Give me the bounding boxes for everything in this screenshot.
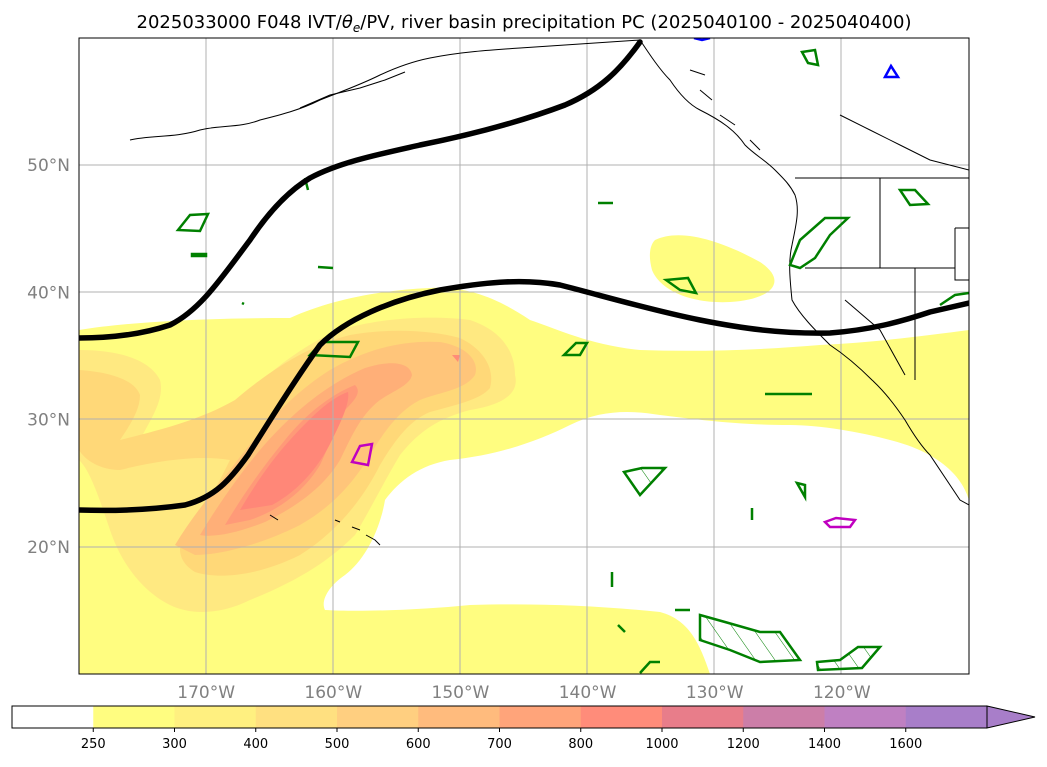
contour-north — [79, 39, 643, 341]
lat-label: 20°N — [27, 538, 70, 558]
colorbar-tick-label: 1000 — [645, 737, 678, 752]
chart-title: 2025033000 F048 IVT/θe/PV, river basin p… — [137, 12, 912, 35]
colorbar-segment — [337, 706, 419, 728]
colorbar-segment — [255, 706, 338, 728]
colorbar-extend-arrow — [986, 705, 1036, 729]
colorbar-tick-label: 400 — [243, 737, 268, 752]
lon-label: 130°W — [686, 683, 744, 703]
ivt-contour-800 — [240, 392, 349, 510]
ivt-field — [79, 235, 969, 674]
colorbar-tick-label: 500 — [325, 737, 350, 752]
colorbar-tick-label: 250 — [81, 737, 106, 752]
precip-pc-contours — [175, 48, 969, 674]
lon-label: 170°W — [177, 683, 235, 703]
colorbar-segment — [743, 706, 825, 728]
map-frame — [78, 37, 970, 675]
colorbar-segment — [905, 706, 988, 728]
colorbar-segment — [662, 706, 744, 728]
colorbar-tick-label: 1400 — [808, 737, 841, 752]
coastlines — [129, 39, 969, 546]
colorbar-segment — [12, 706, 94, 728]
lat-label: 50°N — [27, 156, 70, 176]
colorbar-tick-label: 600 — [406, 737, 431, 752]
colorbar-segment — [174, 706, 257, 728]
lon-label: 160°W — [304, 683, 362, 703]
map-panel — [79, 38, 969, 674]
colorbar-tick-label: 300 — [162, 737, 187, 752]
lat-label: 40°N — [27, 283, 70, 303]
lon-label: 120°W — [813, 683, 871, 703]
lon-label: 150°W — [432, 683, 490, 703]
colorbar-segment — [580, 706, 663, 728]
colorbar-tick-label: 800 — [568, 737, 593, 752]
ivt-contour-250-north — [649, 235, 775, 303]
colorbar-tick-label: 1600 — [889, 737, 922, 752]
lat-label: 30°N — [27, 411, 70, 431]
magenta-contours — [350, 442, 858, 529]
colorbar-segment — [499, 706, 582, 728]
gridlines — [79, 38, 969, 674]
colorbar-segment — [824, 706, 907, 728]
black-contours — [79, 39, 969, 514]
colorbar-tick-label: 1200 — [727, 737, 760, 752]
colorbar-segment — [93, 706, 175, 728]
longitude-labels: 170°W 160°W 150°W 140°W 130°W 120°W — [177, 683, 871, 703]
latitude-labels: 50°N 40°N 30°N 20°N — [27, 156, 70, 558]
lon-label: 140°W — [559, 683, 617, 703]
ivt-contour-1000 — [452, 355, 460, 362]
colorbar-tick-label: 700 — [487, 737, 512, 752]
contour-south — [79, 278, 969, 514]
blue-contours — [693, 38, 901, 79]
colorbar-segment — [418, 706, 500, 728]
colorbar: 250 300 400 500 600 700 800 1000 1200 1400 1600 — [11, 705, 1036, 752]
